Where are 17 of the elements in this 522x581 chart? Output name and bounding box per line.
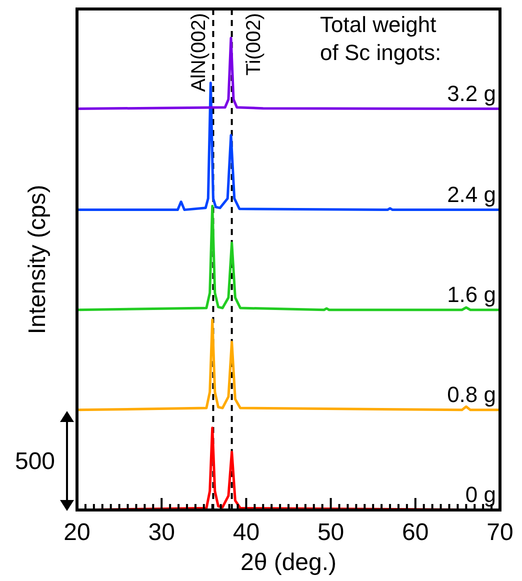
y-axis-title: Intensity (cps) — [24, 184, 51, 334]
x-axis-title: 2θ (deg.) — [240, 549, 337, 576]
series-label: 0 g — [465, 482, 496, 507]
series-label: 1.6 g — [447, 282, 496, 307]
x-tick-label: 70 — [486, 519, 514, 546]
x-tick-label: 20 — [64, 519, 90, 546]
legend-title: Total weight of Sc ingots: — [320, 12, 442, 65]
series-label: 0.8 g — [447, 382, 496, 407]
x-tick-label: 30 — [148, 519, 175, 546]
x-tick-label: 40 — [232, 519, 260, 546]
ref-line-label: AlN(002) — [188, 13, 210, 92]
ref-line-label: Ti(002) — [242, 13, 265, 76]
x-tick-label: 60 — [402, 519, 429, 546]
series-label: 3.2 g — [447, 80, 496, 106]
text: 500 — [14, 448, 56, 475]
series-label: 2.4 g — [447, 182, 496, 207]
x-tick-label: 50 — [317, 519, 344, 546]
